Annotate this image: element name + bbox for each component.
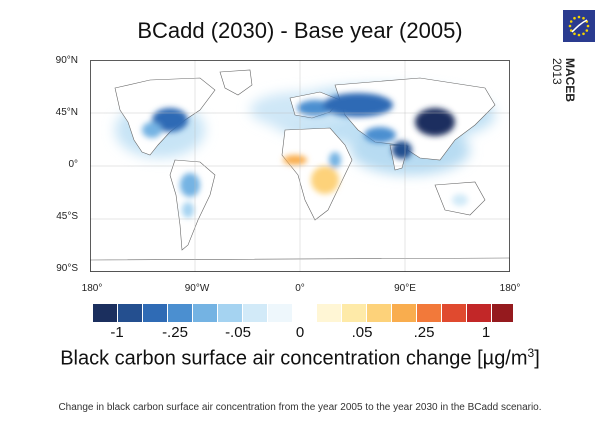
lon-label-180w: 180° (81, 283, 103, 294)
lon-label-180e: 180° (499, 283, 521, 294)
colorbar-swatch-positive (442, 304, 466, 322)
lon-label-0: 0° (295, 283, 305, 294)
colorbar-tick-label: -.25 (162, 324, 188, 341)
badge-name: MACEB (563, 58, 577, 102)
map-border (90, 60, 510, 272)
world-map (90, 60, 510, 272)
colorbar-tick-label: .25 (413, 324, 435, 341)
colorbar-swatch-negative (218, 304, 242, 322)
colorbar-swatch-positive (367, 304, 391, 322)
graticule (90, 60, 510, 272)
colorbar-swatch-positive (417, 304, 441, 322)
colorbar (93, 304, 513, 322)
colorbar-swatch-negative (243, 304, 267, 322)
colorbar-tick-label: -.05 (225, 324, 251, 341)
colorbar-tick-label: .05 (351, 324, 373, 341)
colorbar-title-end: ] (534, 347, 540, 370)
map-title: BCadd (2030) - Base year (2005) (137, 18, 463, 43)
colorbar-title-exponent: 3 (527, 346, 535, 360)
colorbar-swatch-negative (193, 304, 217, 322)
lat-label-0: 0° (68, 159, 78, 170)
colorbar-swatch-positive (392, 304, 416, 322)
lat-label-90s: 90°S (56, 263, 78, 274)
figure-caption: Change in black carbon surface air conce… (58, 402, 542, 413)
lon-label-90e: 90°E (394, 283, 416, 294)
colorbar-swatch-positive (317, 304, 341, 322)
lat-label-45s: 45°S (56, 211, 78, 222)
greenland (219, 69, 253, 96)
colorbar-tick-label: -1 (110, 324, 124, 341)
badge-label: MACEB 2013 (550, 58, 577, 102)
eu-flag-logo (563, 10, 595, 42)
lat-label-45n: 45°N (55, 107, 78, 118)
colorbar-swatch-positive (492, 304, 513, 322)
colorbar-swatch-positive (342, 304, 366, 322)
colorbar-title-text: Black carbon surface air concentration c… (60, 347, 528, 370)
colorbar-tick-label: 0 (295, 324, 305, 341)
colorbar-swatch-negative (93, 304, 117, 322)
concentration-field-land (142, 93, 468, 218)
colorbar-swatch-positive (467, 304, 491, 322)
badge-year: 2013 (550, 58, 564, 85)
colorbar-tick-label: 1 (481, 324, 491, 341)
colorbar-swatch-negative (168, 304, 192, 322)
colorbar-swatch-negative (143, 304, 167, 322)
colorbar-title: Black carbon surface air concentration c… (0, 346, 600, 371)
colorbar-swatch-negative (118, 304, 142, 322)
lon-label-90w: 90°W (184, 283, 210, 294)
colorbar-swatch-negative (268, 304, 292, 322)
lat-label-90n: 90°N (55, 55, 78, 66)
